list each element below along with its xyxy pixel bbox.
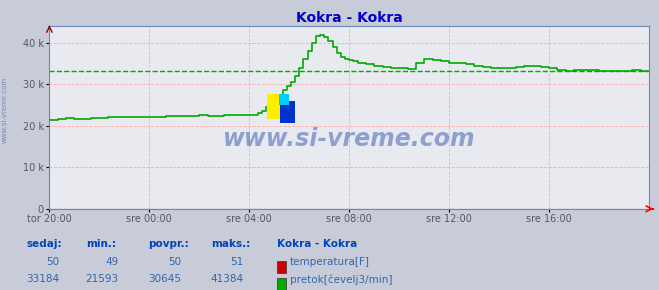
- Text: maks.:: maks.:: [211, 239, 250, 249]
- Text: 21593: 21593: [86, 274, 119, 284]
- Text: 49: 49: [105, 257, 119, 267]
- Text: 41384: 41384: [211, 274, 244, 284]
- Text: povpr.:: povpr.:: [148, 239, 189, 249]
- Text: sedaj:: sedaj:: [26, 239, 62, 249]
- Text: temperatura[F]: temperatura[F]: [290, 257, 370, 267]
- Text: 50: 50: [168, 257, 181, 267]
- Text: www.si-vreme.com: www.si-vreme.com: [1, 77, 8, 143]
- Text: 50: 50: [46, 257, 59, 267]
- Text: 33184: 33184: [26, 274, 59, 284]
- Bar: [266, 94, 283, 119]
- Text: 30645: 30645: [148, 274, 181, 284]
- Text: Kokra - Kokra: Kokra - Kokra: [277, 239, 357, 249]
- Title: Kokra - Kokra: Kokra - Kokra: [296, 11, 403, 25]
- Text: www.si-vreme.com: www.si-vreme.com: [223, 127, 476, 151]
- Bar: [280, 101, 295, 123]
- Text: 51: 51: [231, 257, 244, 267]
- Bar: [279, 94, 289, 105]
- Text: pretok[čevelj3/min]: pretok[čevelj3/min]: [290, 274, 393, 284]
- Text: min.:: min.:: [86, 239, 116, 249]
